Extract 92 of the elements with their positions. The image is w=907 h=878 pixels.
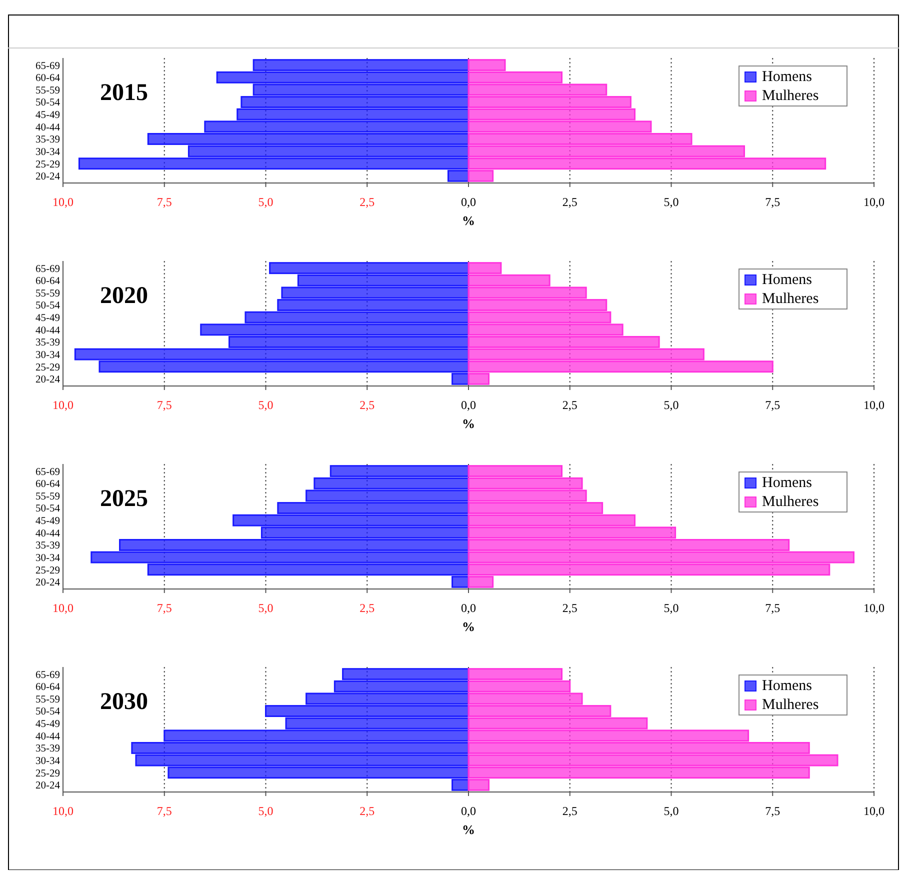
y-tick-label: 30-34 xyxy=(36,756,61,767)
text: 2020 xyxy=(100,283,148,309)
x-tick-label: 5,0 xyxy=(664,195,679,209)
y-tick-label: 50-54 xyxy=(36,504,61,515)
x-tick-label: 10,0 xyxy=(52,398,74,412)
x-tick-label: 2,5 xyxy=(562,601,578,615)
x-tick-label: 10,0 xyxy=(864,601,884,615)
y-tick-label: 35-39 xyxy=(36,540,60,552)
x-tick-label: 2,5 xyxy=(360,398,375,412)
x-tick-label: 5,0 xyxy=(258,804,274,818)
y-tick-label: 50-54 xyxy=(36,98,61,109)
text: 2025 xyxy=(100,486,148,512)
y-tick-label: 60-64 xyxy=(36,73,61,84)
x-tick-label: 10,0 xyxy=(864,398,884,412)
x-tick-label: 7,5 xyxy=(156,398,172,412)
legend-label: Homens xyxy=(762,475,812,491)
legend-label: Mulheres xyxy=(762,88,819,104)
y-tick-label: 30-34 xyxy=(36,552,61,564)
y-tick-label: 60-64 xyxy=(36,479,61,490)
y-tick-label: 65-69 xyxy=(36,60,60,72)
y-tick-label: 60-64 xyxy=(36,682,61,694)
x-axis-title: % xyxy=(462,213,475,228)
y-tick-label: 65-69 xyxy=(36,670,60,681)
legend-label: Homens xyxy=(762,678,812,694)
x-tick-label: 7,5 xyxy=(156,601,172,615)
legend-label: Mulheres xyxy=(762,291,819,307)
x-tick-label: 0,0 xyxy=(461,804,476,818)
x-tick-label: 10,0 xyxy=(864,195,884,209)
x-tick-label: 10,0 xyxy=(52,804,74,818)
y-tick-label: 45-49 xyxy=(36,719,60,730)
x-tick-label: 5,0 xyxy=(258,195,274,209)
y-tick-label: 30-34 xyxy=(36,146,61,158)
x-tick-label: 0,0 xyxy=(461,398,476,412)
y-tick-label: 55-59 xyxy=(36,288,60,300)
legend-label: Mulheres xyxy=(762,494,819,510)
x-tick-label: 7,5 xyxy=(765,601,780,615)
y-tick-label: 50-54 xyxy=(36,300,61,312)
x-tick-label: 2,5 xyxy=(562,398,578,412)
y-tick-label: 35-39 xyxy=(36,338,60,349)
x-tick-label: 5,0 xyxy=(664,601,679,615)
y-tick-label: 25-29 xyxy=(36,565,60,576)
text: 2015 xyxy=(100,80,148,106)
y-tick-label: 65-69 xyxy=(36,466,60,478)
y-tick-label: 50-54 xyxy=(36,706,61,718)
y-tick-label: 20-24 xyxy=(36,578,61,589)
x-tick-label: 7,5 xyxy=(765,398,780,412)
x-tick-label: 7,5 xyxy=(765,804,780,818)
x-tick-label: 0,0 xyxy=(461,195,476,209)
x-tick-label: 2,5 xyxy=(360,195,375,209)
x-tick-label: 2,5 xyxy=(360,804,375,818)
y-tick-label: 45-49 xyxy=(36,516,60,528)
x-tick-label: 10,0 xyxy=(52,195,74,209)
x-tick-label: 10,0 xyxy=(52,601,74,615)
x-tick-label: 10,0 xyxy=(864,804,884,818)
x-tick-label: 0,0 xyxy=(461,601,476,615)
x-tick-label: 2,5 xyxy=(360,601,375,615)
x-tick-label: 2,5 xyxy=(562,804,578,818)
y-tick-label: 40-44 xyxy=(36,122,61,134)
y-tick-label: 60-64 xyxy=(36,276,61,288)
y-tick-label: 30-34 xyxy=(36,350,61,361)
legend-label: Homens xyxy=(762,69,812,85)
y-tick-label: 25-29 xyxy=(36,159,60,170)
text: 2030 xyxy=(100,689,148,715)
y-tick-label: 20-24 xyxy=(36,172,61,183)
x-axis-title: % xyxy=(462,822,475,837)
y-tick-label: 40-44 xyxy=(36,731,61,742)
y-tick-label: 45-49 xyxy=(36,110,60,122)
y-tick-label: 45-49 xyxy=(36,313,60,324)
x-tick-label: 5,0 xyxy=(258,398,274,412)
y-tick-label: 25-29 xyxy=(36,768,60,780)
x-axis-title: % xyxy=(462,619,475,634)
y-tick-label: 20-24 xyxy=(36,780,61,792)
y-tick-label: 40-44 xyxy=(36,528,61,540)
y-tick-label: 25-29 xyxy=(36,362,60,374)
x-tick-label: 7,5 xyxy=(765,195,780,209)
y-tick-label: 35-39 xyxy=(36,134,60,146)
x-tick-label: 2,5 xyxy=(562,195,578,209)
x-tick-label: 5,0 xyxy=(664,804,679,818)
y-tick-label: 20-24 xyxy=(36,374,61,386)
legend-label: Homens xyxy=(762,272,812,288)
y-tick-label: 55-59 xyxy=(36,694,60,706)
x-tick-label: 7,5 xyxy=(156,195,172,209)
x-tick-label: 5,0 xyxy=(664,398,679,412)
y-tick-label: 55-59 xyxy=(36,85,60,96)
y-tick-label: 55-59 xyxy=(36,491,60,502)
y-tick-label: 65-69 xyxy=(36,264,60,275)
x-tick-label: 7,5 xyxy=(156,804,172,818)
x-tick-label: 5,0 xyxy=(258,601,274,615)
y-tick-label: 35-39 xyxy=(36,744,60,755)
y-tick-label: 40-44 xyxy=(36,325,61,336)
x-axis-title: % xyxy=(462,416,475,431)
legend-label: Mulheres xyxy=(762,697,819,713)
